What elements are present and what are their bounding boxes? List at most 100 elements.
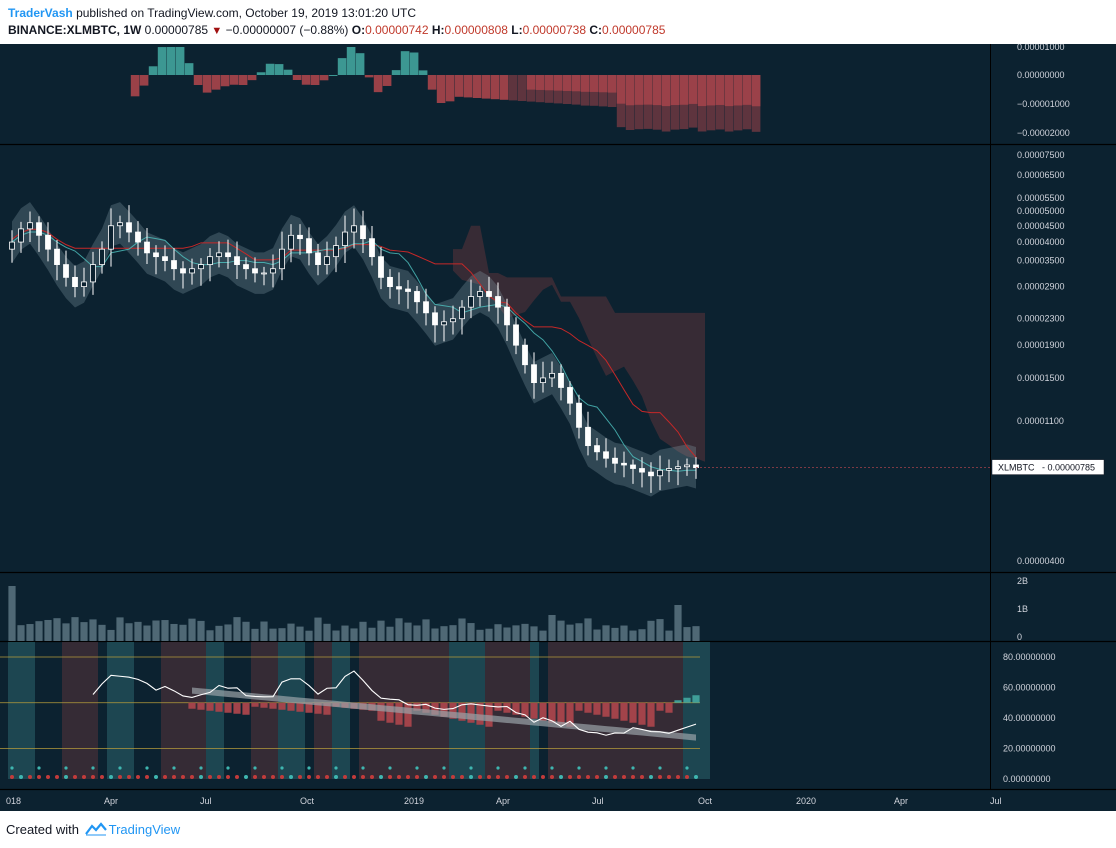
osc-bar <box>337 58 347 75</box>
chart-svg[interactable]: 0.00007500 0.00006500 0.00005500 0.00005000… <box>0 42 1116 811</box>
time-axis-tick-5: Apr <box>496 796 510 806</box>
signal-dot-upper <box>577 766 581 770</box>
volume-bar <box>503 627 511 641</box>
osc-bar-inner <box>661 75 671 107</box>
created-with-text: Created with <box>6 822 79 837</box>
volume-bar <box>566 624 574 641</box>
rsi-hist-bar <box>404 702 412 727</box>
author-link[interactable]: TraderVash <box>8 6 73 20</box>
signal-dot <box>325 775 329 779</box>
footer: Created with TradingView <box>6 822 180 839</box>
osc-bar <box>427 75 437 90</box>
osc-bar <box>364 75 374 78</box>
signal-dot <box>262 775 266 779</box>
regime-band <box>332 642 350 779</box>
signal-dot <box>577 775 581 779</box>
signal-dot <box>478 775 482 779</box>
rsi-hist-bar <box>674 700 682 703</box>
signal-dot <box>307 775 311 779</box>
candle-body <box>63 264 69 278</box>
time-axis-tick-8: 2020 <box>796 796 816 806</box>
candle-body <box>342 231 348 246</box>
signal-dot <box>37 775 41 779</box>
rsi-hist-bar <box>503 702 511 713</box>
candle-body <box>603 451 609 459</box>
candle-body <box>423 301 429 314</box>
rsi-hist-bar <box>233 702 241 714</box>
candle-body <box>81 281 87 288</box>
volume-axis-tick-0: 2B <box>1017 576 1028 586</box>
candle-body <box>369 238 375 258</box>
signal-dot <box>613 775 617 779</box>
rsi-hist-bar <box>692 695 700 703</box>
signal-dot <box>487 775 491 779</box>
time-axis-tick-4: 2019 <box>404 796 424 806</box>
candle-body <box>216 252 222 258</box>
candle-body <box>405 288 411 292</box>
signal-dot <box>73 775 77 779</box>
rsi-hist-bar <box>188 702 196 709</box>
volume-bar <box>314 617 322 641</box>
low-label: L: <box>511 23 523 37</box>
low-value: 0.00000738 <box>522 23 587 37</box>
time-axis-tick-10: Jul <box>990 796 1002 806</box>
candle-body <box>234 256 240 265</box>
chart-area[interactable]: 0.00007500 0.00006500 0.00005500 0.00005000… <box>0 42 1116 811</box>
rsi-hist-bar <box>413 702 421 711</box>
rsi-axis-tick-3: 20.00000000 <box>1003 744 1056 754</box>
rsi-hist-bar <box>206 702 214 711</box>
volume-bar <box>530 626 538 641</box>
osc-bar <box>247 75 257 81</box>
tradingview-link[interactable]: TradingView <box>108 822 181 837</box>
candle-body <box>531 364 537 384</box>
rsi-hist-bar <box>593 702 601 715</box>
volume-bar <box>656 619 664 641</box>
signal-dot <box>181 775 185 779</box>
osc-bar-inner <box>751 75 761 107</box>
signal-dot <box>235 775 239 779</box>
volume-bar <box>44 619 52 641</box>
signal-dot-upper <box>253 766 257 770</box>
osc-bar <box>301 75 311 85</box>
osc-bar <box>355 53 365 75</box>
volume-bar <box>512 625 520 641</box>
rsi-hist-bar <box>620 702 628 721</box>
close-label: C: <box>589 23 603 37</box>
open-label: O: <box>351 23 366 37</box>
osc-bar <box>508 75 518 101</box>
osc-bar <box>148 66 158 75</box>
time-axis-tick-7: Oct <box>698 796 713 806</box>
volume-bar <box>71 617 79 641</box>
signal-dot-upper <box>685 766 689 770</box>
rsi-hist-bar <box>377 702 385 721</box>
signal-dot <box>172 775 176 779</box>
rsi-hist-bar <box>476 702 484 725</box>
volume-bar <box>341 625 349 641</box>
signal-dot <box>541 775 545 779</box>
symbol-label[interactable]: BINANCE:XLMBTC, 1W <box>8 23 142 37</box>
osc-bar <box>481 75 491 99</box>
signal-dot <box>199 775 203 779</box>
candle-body <box>261 272 267 275</box>
ichimoku-cloud <box>453 225 705 462</box>
candle-body <box>540 377 546 384</box>
volume-bar <box>224 624 232 641</box>
osc-bar-inner <box>724 75 734 107</box>
price-axis-tick-6: 0.00003500 <box>1017 256 1065 266</box>
rsi-hist-bar <box>431 702 439 715</box>
regime-band <box>683 642 710 779</box>
osc-bar-inner <box>634 75 644 105</box>
rsi-hist-bar <box>269 702 277 709</box>
signal-dot <box>424 775 428 779</box>
volume-bar <box>35 621 43 641</box>
osc-bar-inner <box>625 75 635 106</box>
volume-bar <box>404 622 412 641</box>
signal-dot <box>379 775 383 779</box>
osc-axis-tick-2: −0.00001000 <box>1017 99 1070 109</box>
regime-band <box>8 642 35 779</box>
candle-body <box>270 268 276 274</box>
rsi-hist-bar <box>485 702 493 727</box>
volume-bar <box>305 630 313 641</box>
candle-body <box>144 241 150 254</box>
rsi-hist-bar <box>260 702 268 708</box>
